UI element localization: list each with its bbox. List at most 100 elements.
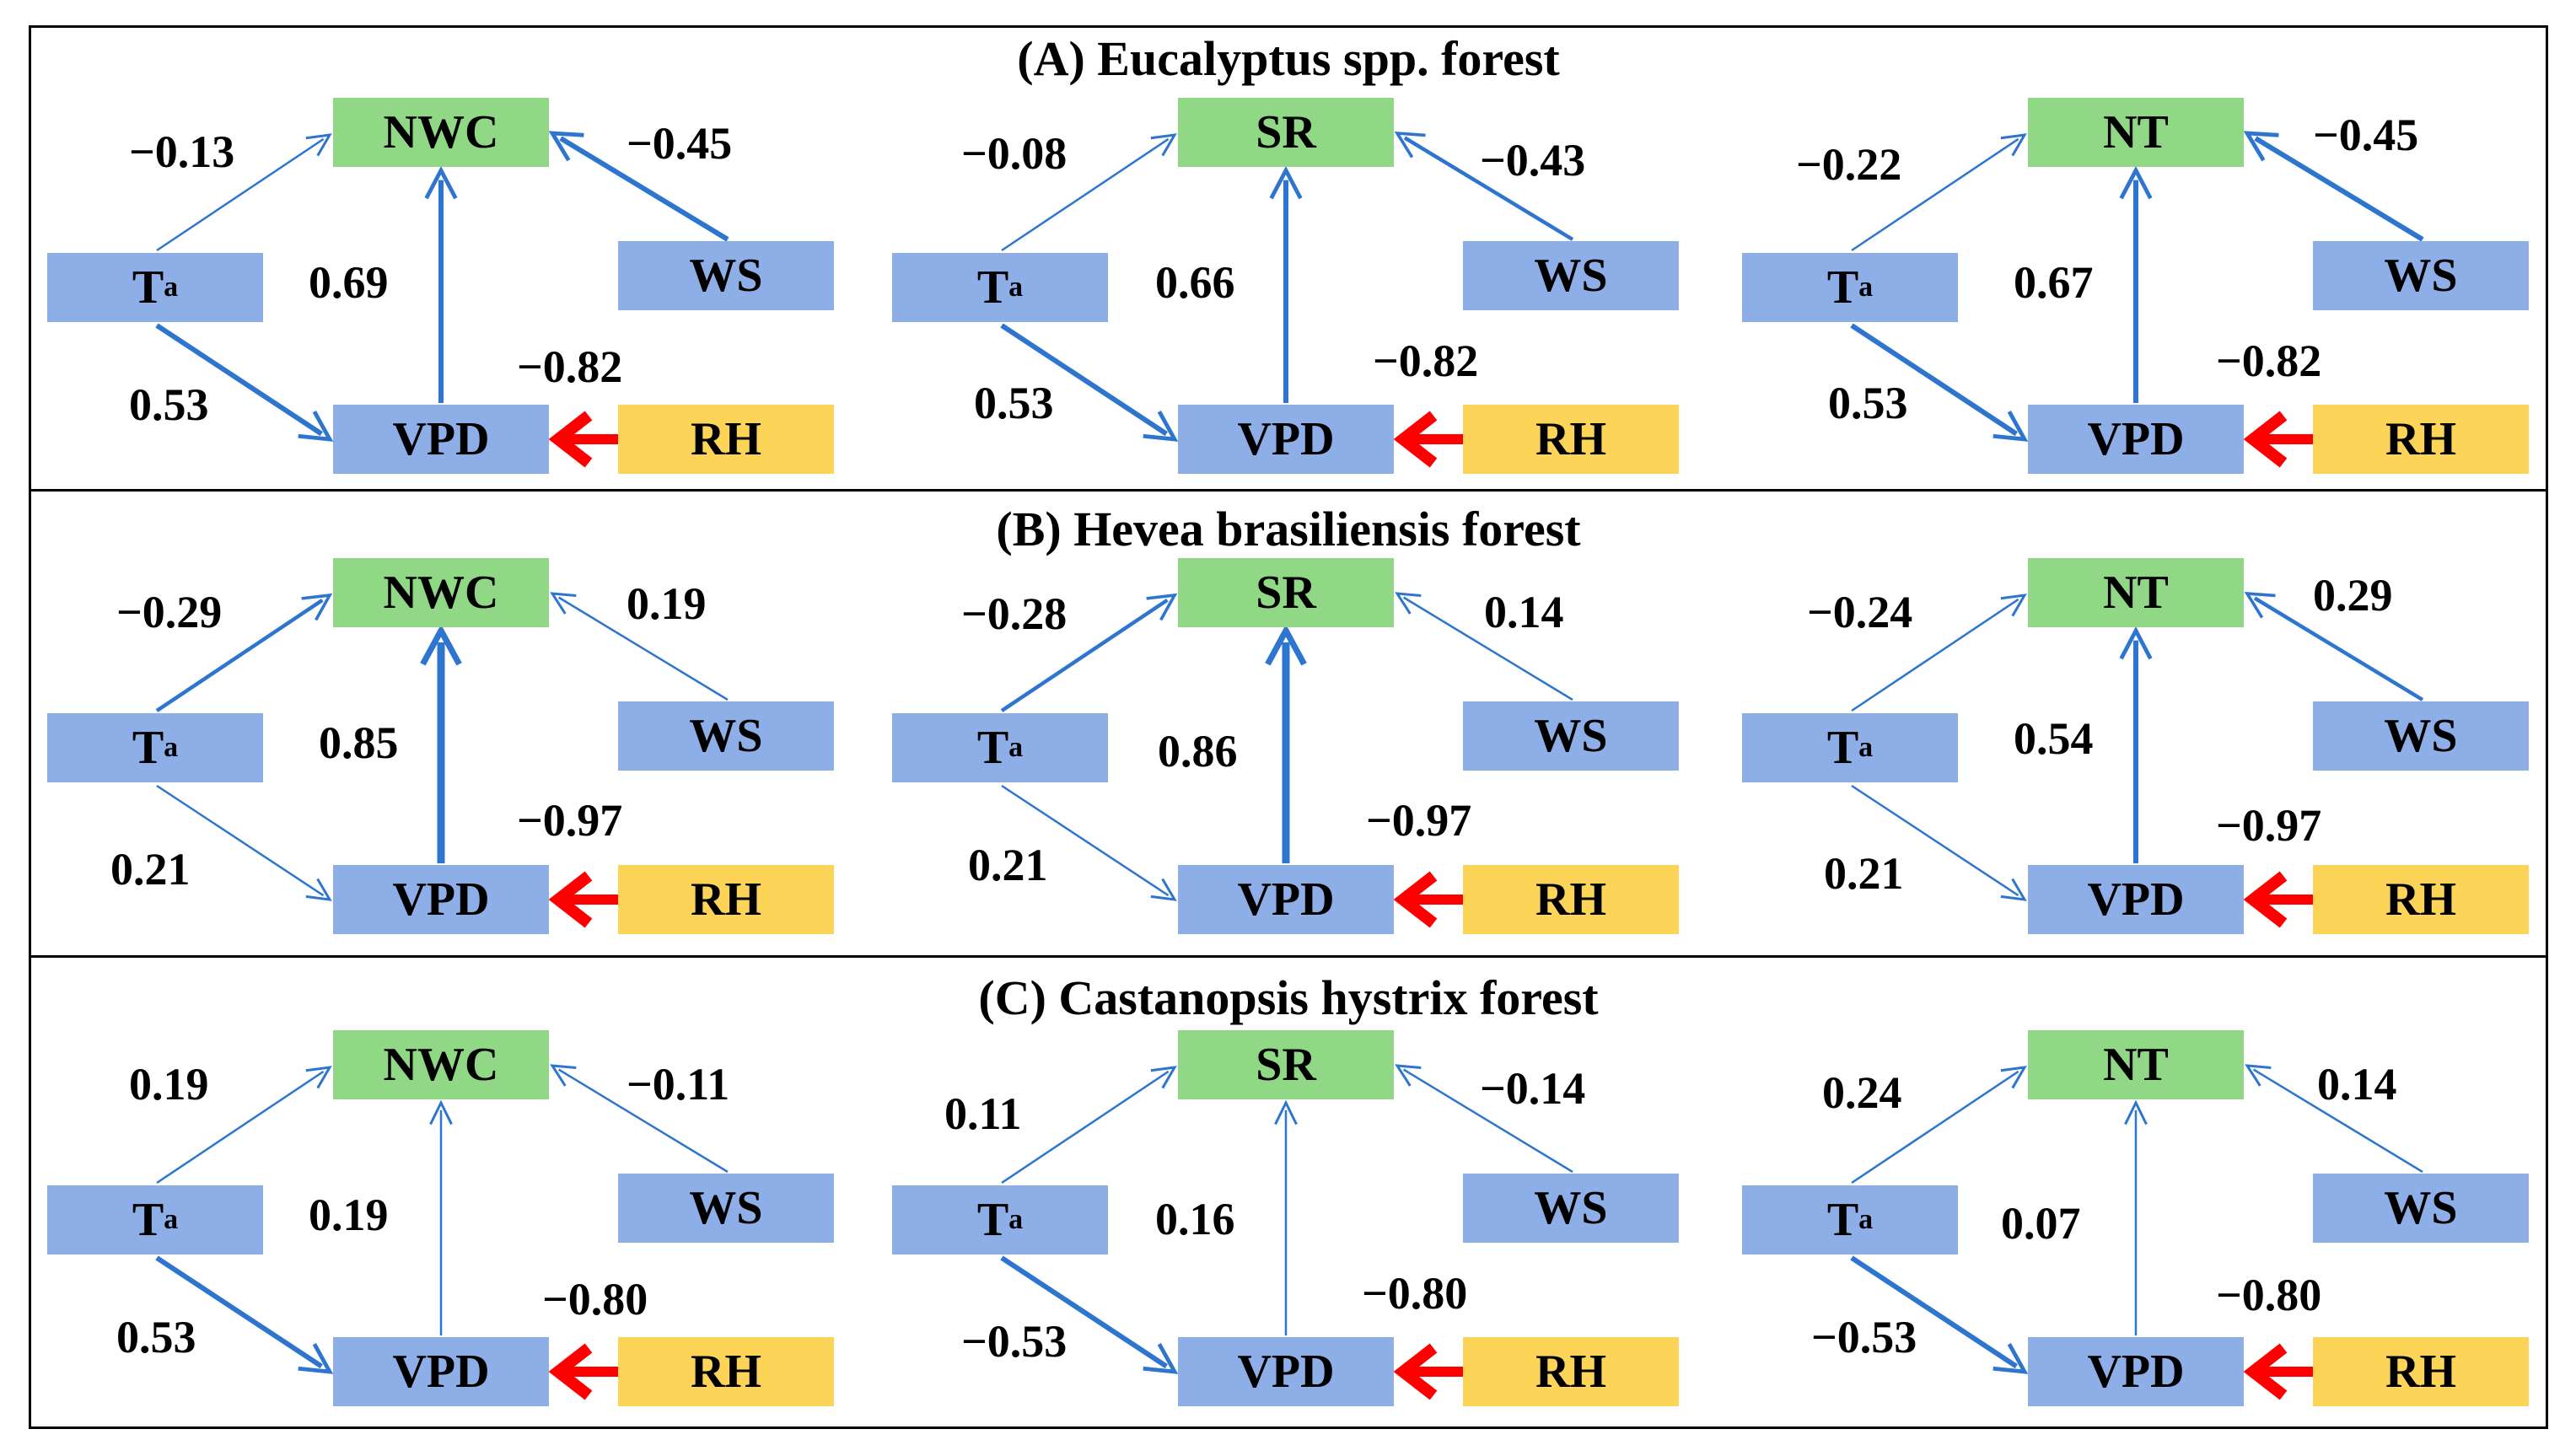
vpd-node: VPD [333, 405, 549, 474]
path-coefficient-ws-resp: −0.11 [627, 1059, 730, 1109]
arrow-layer [155, 131, 729, 468]
vpd-node-label: VPD [1237, 413, 1335, 465]
arrow-ta-to-vpd [1851, 784, 2019, 897]
arrow-layer [1850, 131, 2424, 468]
response-node: NT [2028, 98, 2244, 167]
path-coefficient-ta-vpd: 0.21 [1824, 848, 1904, 899]
figure-frame [29, 25, 2548, 1429]
response-node: NWC [333, 98, 549, 167]
arrow-ws-to-response-head [548, 131, 584, 162]
arrow-ws-to-response [1403, 136, 1574, 241]
arrow-vpd-to-response-head [429, 1099, 453, 1126]
arrow-ws-to-response-head [550, 1064, 577, 1087]
path-coefficient-ta-vpd: 0.21 [110, 844, 191, 895]
rh-node-label: RH [1535, 873, 1606, 926]
path-coefficient-ws-resp: −0.45 [2313, 110, 2419, 160]
path-coefficient-ta-resp: 0.24 [1822, 1067, 1902, 1118]
ta-node-label: T [132, 261, 164, 314]
arrow-ta-to-vpd [156, 784, 325, 897]
arrow-ta-to-response-head [2000, 133, 2027, 157]
arrow-ta-to-vpd-head [298, 411, 334, 442]
arrow-ta-to-response-head [305, 1066, 332, 1089]
arrow-ws-to-response-head [2244, 591, 2276, 619]
ws-node-label: WS [1534, 250, 1608, 302]
arrow-ta-to-vpd [1000, 1255, 1168, 1369]
arrow-vpd-to-response-head [2119, 626, 2153, 660]
vpd-node-label: VPD [2087, 413, 2185, 465]
arrow-ta-to-vpd [1850, 323, 2018, 437]
arrow-ta-to-response [1001, 137, 1170, 252]
vpd-node: VPD [2028, 865, 2244, 934]
ws-node-label: WS [689, 710, 763, 762]
rh-node-label: RH [691, 413, 761, 465]
arrow-ta-to-response [1001, 1070, 1170, 1185]
arrow-vpd-to-response-head [2119, 165, 2153, 200]
arrow-rh-to-vpd-head [548, 411, 593, 468]
ta-node-label: T [1826, 261, 1859, 314]
response-node: SR [1178, 1030, 1394, 1099]
path-coefficient-rh-vpd: −0.80 [2216, 1270, 2322, 1320]
ws-node: WS [618, 701, 834, 771]
path-coefficient-ws-resp: 0.19 [627, 578, 707, 629]
path-coefficient-vpd-resp: 0.07 [2001, 1198, 2081, 1249]
ws-node: WS [1463, 701, 1679, 771]
ta-node-label: T [976, 261, 1009, 314]
vpd-node: VPD [2028, 405, 2244, 474]
vpd-node-label: VPD [2087, 873, 2185, 926]
arrow-layer [1851, 591, 2424, 928]
arrow-ta-to-vpd-head [1143, 1343, 1179, 1374]
rh-node-label: RH [1535, 413, 1606, 465]
panel-title-a: (A) Eucalyptus spp. forest [1017, 31, 1560, 86]
path-coefficient-vpd-resp: 0.86 [1158, 726, 1238, 776]
rh-node: RH [618, 405, 834, 474]
arrow-ws-to-response [1402, 1068, 1573, 1174]
path-coefficient-ta-resp: 0.19 [129, 1059, 209, 1109]
arrow-ta-to-response [1000, 598, 1169, 712]
rh-node-label: RH [2385, 873, 2456, 926]
vpd-node-label: VPD [392, 873, 490, 926]
ta-node-label: T [1826, 722, 1859, 774]
vpd-node: VPD [333, 865, 549, 934]
arrow-layer [155, 592, 729, 928]
arrow-ta-to-vpd [1850, 1255, 2018, 1369]
response-node: NWC [333, 558, 549, 627]
path-coefficient-ta-vpd: 0.21 [968, 840, 1048, 890]
response-node: SR [1178, 558, 1394, 627]
path-coefficient-vpd-resp: 0.54 [2014, 713, 2094, 764]
arrow-vpd-to-response-head [1269, 165, 1303, 200]
arrow-layer [1000, 1064, 1573, 1400]
path-coefficient-ws-resp: −0.45 [627, 118, 733, 169]
path-coefficient-rh-vpd: −0.80 [1362, 1268, 1468, 1319]
rh-node: RH [2313, 405, 2529, 474]
rh-node: RH [618, 1337, 834, 1406]
path-coefficient-vpd-resp: 0.69 [309, 257, 389, 308]
ws-node-label: WS [1534, 1182, 1608, 1234]
arrow-ta-to-response [156, 137, 325, 252]
rh-node-label: RH [691, 873, 761, 926]
arrow-rh-to-vpd-head [1393, 411, 1438, 468]
ws-node: WS [2313, 241, 2529, 310]
vpd-node-label: VPD [1237, 1346, 1335, 1398]
ws-node: WS [2313, 701, 2529, 771]
path-coefficient-vpd-resp: 0.16 [1155, 1194, 1235, 1244]
path-coefficient-vpd-resp: 0.67 [2014, 257, 2094, 308]
arrow-ta-to-vpd-head [1143, 411, 1179, 442]
rh-node-label: RH [2385, 413, 2456, 465]
arrow-ta-to-vpd [155, 1255, 323, 1369]
response-node-label: NWC [383, 106, 499, 158]
arrow-ta-to-response-head [2000, 1066, 2027, 1089]
arrow-ws-to-response-head [1395, 1064, 1422, 1087]
path-coefficient-ta-vpd: −0.53 [961, 1316, 1068, 1367]
arrow-ws-to-response-head [2245, 1064, 2272, 1087]
arrow-ws-to-response [557, 596, 729, 701]
path-coefficient-ws-resp: −0.14 [1480, 1063, 1586, 1114]
path-coefficient-ta-resp: −0.13 [129, 126, 235, 177]
path-coefficient-ta-resp: −0.28 [961, 588, 1068, 639]
arrow-rh-to-vpd-head [2243, 1343, 2288, 1400]
arrow-ws-to-response-head [2243, 131, 2279, 162]
rh-node: RH [2313, 1337, 2529, 1406]
